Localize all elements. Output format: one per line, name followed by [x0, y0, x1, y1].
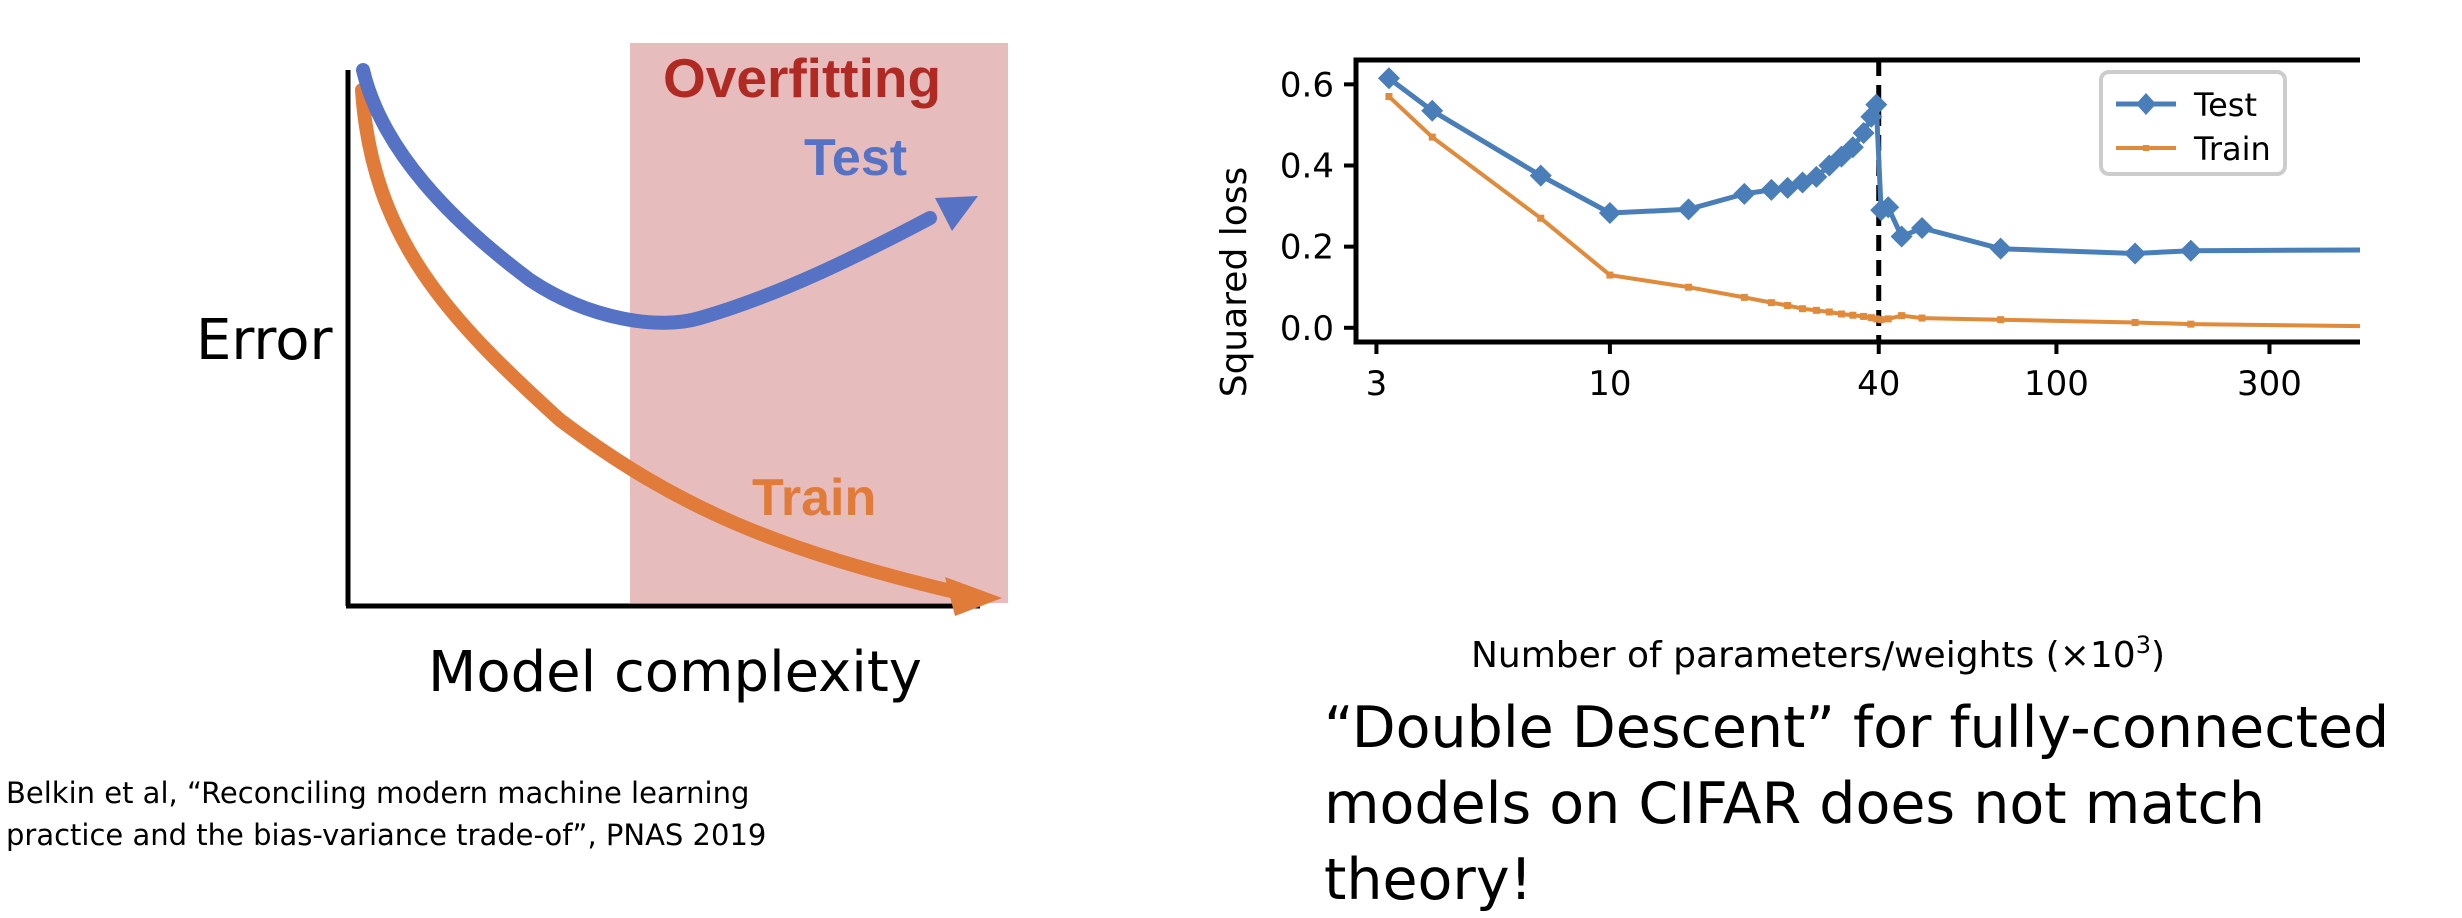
y-tick-label: 0.6 [1280, 65, 1334, 105]
test-point [1805, 165, 1828, 188]
test-point [1890, 225, 1913, 248]
train-point [1825, 308, 1833, 316]
x-tick-label: 100 [2024, 364, 2089, 404]
x-tick-label: 300 [2237, 364, 2302, 404]
plot-frame [1353, 57, 2360, 345]
train-point [1860, 312, 1868, 320]
train-curve [355, 83, 962, 599]
concept-figure: Overfitting Test Train [345, 43, 1008, 616]
train-label: Train [752, 469, 876, 527]
citation-line-1: Belkin et al, “Reconciling modern machin… [6, 776, 750, 810]
legend-train-label: Train [2193, 130, 2271, 168]
legend-test-label: Test [2193, 86, 2257, 124]
train-point [1898, 312, 1906, 320]
x-tick-label: 10 [1588, 364, 1631, 404]
legend-test-marker [2136, 93, 2156, 115]
test-point [1818, 154, 1841, 177]
x-axis-label: Number of parameters/weights (×103) [1471, 631, 2165, 676]
slide: Overfitting Test Train Error Model compl… [6, 43, 2389, 913]
conclusion-text: “Double Descent” for fully-connected mod… [1324, 690, 2444, 918]
double-descent-chart: 0.00.20.40.631040100300800 Squared loss … [1214, 57, 2360, 676]
test-point [1776, 176, 1799, 199]
train-point [1784, 301, 1792, 309]
train-point [1849, 311, 1857, 319]
x-tick-label: 40 [1857, 364, 1900, 404]
test-point [1677, 198, 1700, 221]
train-point [2131, 319, 2139, 327]
concept-x-label: Model complexity [428, 640, 922, 705]
test-point [2124, 242, 2147, 265]
test-point [2179, 239, 2202, 262]
test-point [1989, 237, 2012, 260]
overfitting-label: Overfitting [663, 47, 941, 109]
train-series-line [1387, 95, 2360, 329]
test-point [1377, 67, 1400, 90]
legend: Test Train [2099, 70, 2287, 176]
train-point [1812, 306, 1820, 314]
test-point [1841, 136, 1864, 159]
test-arrowhead [935, 196, 978, 231]
test-point [1860, 105, 1883, 128]
y-tick-label: 0.4 [1280, 146, 1334, 186]
citation: Belkin et al, “Reconciling modern machin… [6, 772, 906, 856]
test-point [1733, 182, 1756, 205]
train-point [1740, 293, 1748, 301]
test-point [1421, 99, 1444, 122]
test-point [1760, 178, 1783, 201]
y-tick-label: 0.2 [1280, 228, 1334, 268]
train-point [1799, 305, 1807, 313]
train-point [1872, 315, 1880, 323]
citation-line-2: practice and the bias-variance trade-of”… [6, 818, 767, 852]
conclusion-line-2: models on CIFAR does not match theory! [1324, 771, 2265, 913]
train-point [1867, 314, 1875, 322]
train-point [1877, 316, 1885, 324]
test-point [1911, 216, 1934, 239]
train-point [1837, 310, 1845, 318]
train-point [1385, 93, 1393, 101]
train-point [2187, 320, 2195, 328]
test-point [1877, 196, 1900, 219]
train-point [1537, 214, 1545, 222]
test-label: Test [804, 129, 907, 187]
y-tick-label: 0.0 [1280, 309, 1334, 349]
train-point [1918, 314, 1926, 322]
test-point [1830, 145, 1853, 168]
train-arrowhead [945, 577, 1002, 616]
conclusion-line-1: “Double Descent” for fully-connected [1324, 695, 2390, 761]
concept-y-label: Error [196, 308, 333, 373]
train-point [1685, 283, 1693, 291]
test-point [1865, 93, 1888, 116]
test-point [1529, 164, 1552, 187]
train-point [1997, 316, 2005, 324]
x-tick-label: 3 [1366, 364, 1388, 404]
test-curve [356, 63, 937, 330]
train-point [1606, 271, 1614, 279]
train-point [1428, 133, 1436, 141]
test-point [1852, 122, 1875, 145]
test-point [1598, 201, 1621, 224]
legend-train-marker [2143, 145, 2149, 151]
y-axis-label: Squared loss [1214, 167, 1255, 398]
train-point [1767, 299, 1775, 307]
train-point [1884, 315, 1892, 323]
